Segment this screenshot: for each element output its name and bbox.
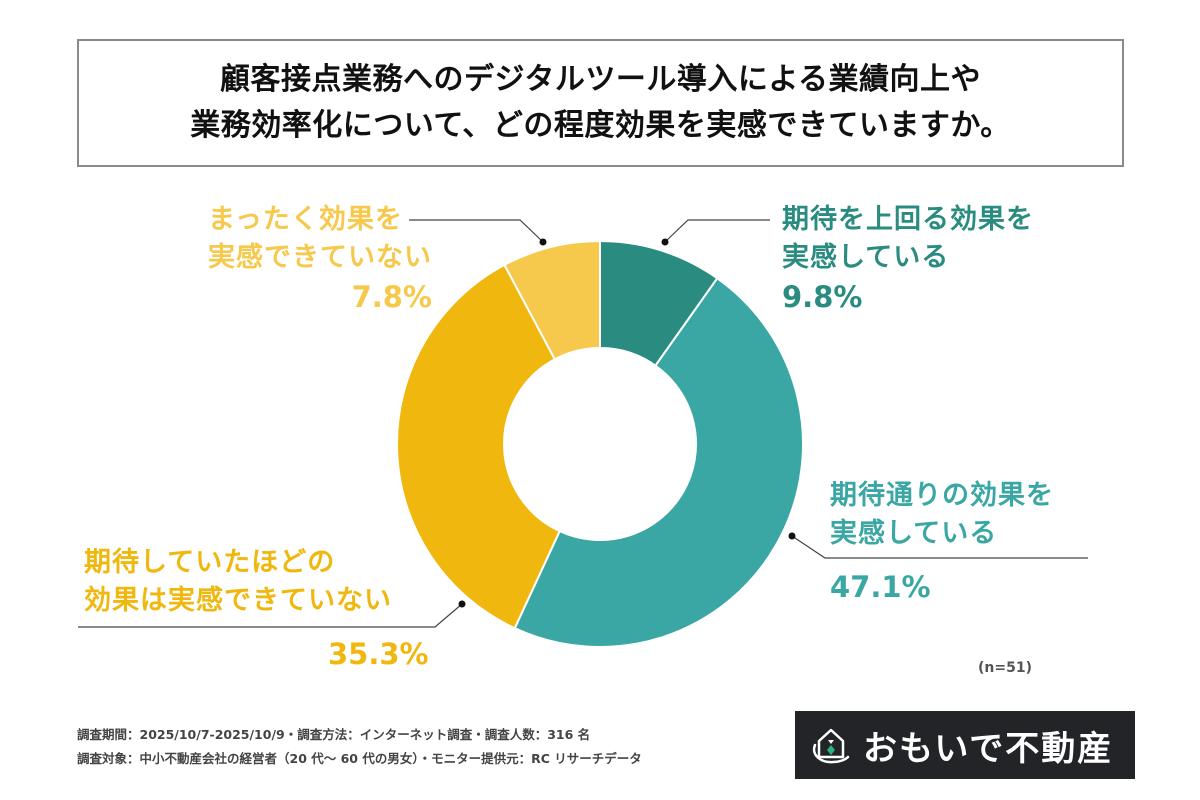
label-notasexpected: 期待していたほどの 効果は実感できていない: [84, 544, 392, 620]
title-line-2: 業務効率化について、どの程度効果を実感できていますか。: [190, 108, 1011, 143]
donut-slices: [396, 239, 804, 648]
donut-slice-3: [503, 239, 601, 361]
donut-slice-2: [396, 263, 561, 630]
title-line-1: 顧客接点業務へのデジタルツール導入による業績向上や: [220, 62, 981, 97]
label-asexpected-line2: 実感している: [830, 518, 998, 549]
sample-size: (n=51): [978, 660, 1032, 676]
label-none-line2: 実感できていない: [208, 242, 432, 273]
label-exceed-line1: 期待を上回る効果を: [782, 204, 1034, 235]
house-icon: [812, 728, 850, 764]
label-notasexpected-pct: 35.3%: [328, 637, 429, 671]
label-exceed: 期待を上回る効果を 実感している 9.8%: [782, 201, 1034, 317]
leader-lines: [78, 219, 1088, 628]
leader-line-none: [409, 219, 544, 243]
title-box: 顧客接点業務へのデジタルツール導入による業績向上や 業務効率化について、どの程度…: [77, 39, 1124, 167]
label-notasexpected-line2: 効果は実感できていない: [84, 585, 392, 616]
leader-line-exceed: [664, 219, 770, 243]
label-none: まったく効果を 実感できていない 7.8%: [208, 201, 432, 317]
label-notasexpected-pct-wrap: 35.3%: [328, 634, 429, 674]
leader-dots: [458, 238, 796, 608]
logo-text: おもいで不動産: [863, 728, 1114, 769]
leader-line-asexpected: [791, 535, 1088, 559]
label-none-pct: 7.8%: [351, 280, 432, 314]
footer-line-1: 調査期間：2025/10/7-2025/10/9・調査方法：インターネット調査・…: [77, 727, 591, 742]
leader-line-notasexpected: [78, 603, 463, 628]
label-asexpected: 期待通りの効果を 実感している 47.1%: [830, 477, 1054, 607]
label-asexpected-pct: 47.1%: [830, 570, 931, 604]
donut-slice-1: [513, 276, 804, 648]
label-notasexpected-line1: 期待していたほどの: [84, 547, 336, 578]
brand-logo: おもいで不動産: [795, 711, 1135, 779]
label-exceed-line2: 実感している: [782, 242, 950, 273]
label-exceed-pct: 9.8%: [782, 280, 863, 314]
label-none-line1: まったく効果を: [208, 204, 403, 235]
footer-line-2: 調査対象：中小不動産会社の経営者（20 代～ 60 代の男女）・モニター提供元：…: [77, 751, 642, 766]
label-asexpected-line1: 期待通りの効果を: [830, 480, 1054, 511]
